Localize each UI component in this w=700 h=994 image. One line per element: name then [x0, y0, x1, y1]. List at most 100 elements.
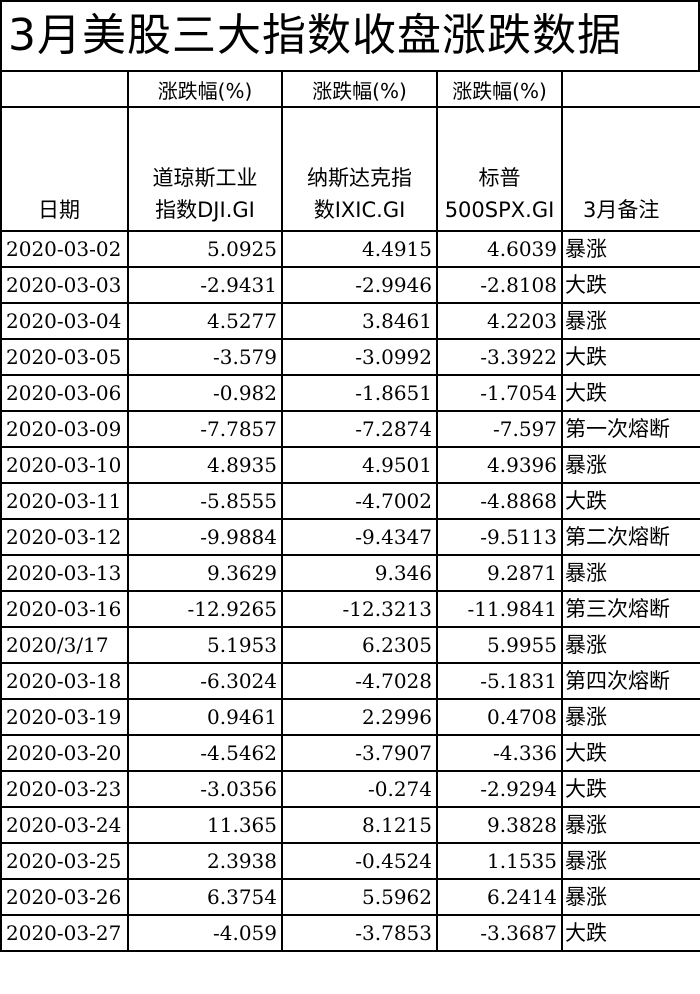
spx-change-cell: -5.1831 [437, 663, 562, 699]
ixic-change-cell: -2.9946 [282, 267, 437, 303]
spx-change-cell: 6.2414 [437, 879, 562, 915]
dji-change-cell: 9.3629 [128, 555, 282, 591]
ixic-change-cell: -12.3213 [282, 591, 437, 627]
dji-change-cell: -4.059 [128, 915, 282, 951]
note-cell: 暴涨 [562, 627, 700, 663]
note-cell: 暴涨 [562, 843, 700, 879]
date-cell: 2020-03-18 [1, 663, 128, 699]
note-cell: 暴涨 [562, 879, 700, 915]
date-cell: 2020-03-11 [1, 483, 128, 519]
table-row: 2020-03-27 -4.059 -3.7853 -3.3687 大跌 [1, 915, 700, 951]
table-row: 2020-03-23 -3.0356 -0.274 -2.9294 大跌 [1, 771, 700, 807]
table-row: 2020-03-11 -5.8555 -4.7002 -4.8868 大跌 [1, 483, 700, 519]
header-spx-line1: 标普 [442, 162, 557, 194]
spx-change-cell: 5.9955 [437, 627, 562, 663]
page-title: 3月美股三大指数收盘涨跌数据 [0, 0, 700, 70]
date-cell: 2020-03-13 [1, 555, 128, 591]
note-cell: 大跌 [562, 771, 700, 807]
dji-change-cell: -4.5462 [128, 735, 282, 771]
note-cell: 第二次熔断 [562, 519, 700, 555]
header-ixic: 纳斯达克指 数IXIC.GI [282, 107, 437, 231]
dji-change-cell: -7.7857 [128, 411, 282, 447]
spx-change-cell: 9.2871 [437, 555, 562, 591]
table-row: 2020-03-25 2.3938 -0.4524 1.1535 暴涨 [1, 843, 700, 879]
ixic-change-cell: 4.9501 [282, 447, 437, 483]
header-ixic-line1: 纳斯达克指 [287, 162, 432, 194]
table-row: 2020-03-19 0.9461 2.2996 0.4708 暴涨 [1, 699, 700, 735]
ixic-change-cell: 8.1215 [282, 807, 437, 843]
dji-change-cell: -3.579 [128, 339, 282, 375]
table-row: 2020-03-18 -6.3024 -4.7028 -5.1831 第四次熔断 [1, 663, 700, 699]
ixic-change-cell: -7.2874 [282, 411, 437, 447]
table-row: 2020-03-05 -3.579 -3.0992 -3.3922 大跌 [1, 339, 700, 375]
note-cell: 暴涨 [562, 447, 700, 483]
date-cell: 2020-03-27 [1, 915, 128, 951]
note-cell: 大跌 [562, 339, 700, 375]
header-date: 日期 [1, 107, 128, 231]
dji-change-cell: 2.3938 [128, 843, 282, 879]
table-row: 2020-03-02 5.0925 4.4915 4.6039 暴涨 [1, 231, 700, 267]
date-cell: 2020-03-20 [1, 735, 128, 771]
date-cell: 2020-03-09 [1, 411, 128, 447]
dji-change-cell: 5.0925 [128, 231, 282, 267]
ixic-change-cell: 4.4915 [282, 231, 437, 267]
ixic-change-cell: -0.4524 [282, 843, 437, 879]
dji-change-cell: -9.9884 [128, 519, 282, 555]
ixic-change-cell: 2.2996 [282, 699, 437, 735]
note-cell: 暴涨 [562, 555, 700, 591]
table-row: 2020-03-20 -4.5462 -3.7907 -4.336 大跌 [1, 735, 700, 771]
note-cell: 大跌 [562, 267, 700, 303]
date-cell: 2020-03-10 [1, 447, 128, 483]
note-cell: 大跌 [562, 915, 700, 951]
dji-change-cell: 0.9461 [128, 699, 282, 735]
date-cell: 2020-03-12 [1, 519, 128, 555]
date-cell: 2020-03-26 [1, 879, 128, 915]
header-change-dji: 涨跌幅(%) [128, 71, 282, 107]
note-cell: 暴涨 [562, 699, 700, 735]
header-empty-date [1, 71, 128, 107]
spx-change-cell: -2.9294 [437, 771, 562, 807]
table-row: 2020-03-12 -9.9884 -9.4347 -9.5113 第二次熔断 [1, 519, 700, 555]
note-cell: 大跌 [562, 735, 700, 771]
dji-change-cell: -5.8555 [128, 483, 282, 519]
ixic-change-cell: -4.7028 [282, 663, 437, 699]
data-table: 涨跌幅(%) 涨跌幅(%) 涨跌幅(%) 日期 道琼斯工业 指数DJI.GI 纳… [0, 70, 700, 952]
date-cell: 2020-03-24 [1, 807, 128, 843]
ixic-change-cell: 5.5962 [282, 879, 437, 915]
table-row: 2020-03-04 4.5277 3.8461 4.2203 暴涨 [1, 303, 700, 339]
ixic-change-cell: -3.0992 [282, 339, 437, 375]
spx-change-cell: -2.8108 [437, 267, 562, 303]
spx-change-cell: 0.4708 [437, 699, 562, 735]
table-row: 2020-03-06 -0.982 -1.8651 -1.7054 大跌 [1, 375, 700, 411]
spx-change-cell: 4.9396 [437, 447, 562, 483]
dji-change-cell: 5.1953 [128, 627, 282, 663]
ixic-change-cell: -3.7907 [282, 735, 437, 771]
header-empty-note [562, 71, 700, 107]
dji-change-cell: -12.9265 [128, 591, 282, 627]
date-cell: 2020-03-04 [1, 303, 128, 339]
header-ixic-line2: 数IXIC.GI [287, 194, 432, 226]
ixic-change-cell: -3.7853 [282, 915, 437, 951]
date-cell: 2020/3/17 [1, 627, 128, 663]
note-cell: 大跌 [562, 483, 700, 519]
dji-change-cell: -3.0356 [128, 771, 282, 807]
table-row: 2020-03-10 4.8935 4.9501 4.9396 暴涨 [1, 447, 700, 483]
spx-change-cell: 4.6039 [437, 231, 562, 267]
dji-change-cell: 6.3754 [128, 879, 282, 915]
note-cell: 第一次熔断 [562, 411, 700, 447]
ixic-change-cell: 9.346 [282, 555, 437, 591]
ixic-change-cell: 3.8461 [282, 303, 437, 339]
spx-change-cell: -7.597 [437, 411, 562, 447]
dji-change-cell: -6.3024 [128, 663, 282, 699]
dji-change-cell: -0.982 [128, 375, 282, 411]
note-cell: 大跌 [562, 375, 700, 411]
dji-change-cell: -2.9431 [128, 267, 282, 303]
header-spx: 标普 500SPX.GI [437, 107, 562, 231]
header-dji-line2: 指数DJI.GI [133, 194, 277, 226]
table-row: 2020-03-26 6.3754 5.5962 6.2414 暴涨 [1, 879, 700, 915]
spx-change-cell: -3.3922 [437, 339, 562, 375]
dji-change-cell: 4.5277 [128, 303, 282, 339]
ixic-change-cell: 6.2305 [282, 627, 437, 663]
table-row: 2020-03-16 -12.9265 -12.3213 -11.9841 第三次熔断 [1, 591, 700, 627]
